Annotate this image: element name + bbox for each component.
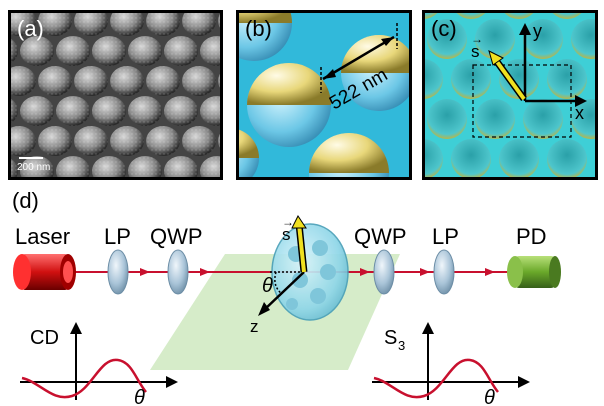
s3-curve xyxy=(373,358,499,399)
scale-bar xyxy=(19,157,43,159)
s3-subscript: 3 xyxy=(398,338,405,353)
sphere-1 xyxy=(247,63,331,147)
panel-c-top-view: y x s → (c) xyxy=(422,10,598,180)
lp-left-optic xyxy=(107,249,129,295)
cd-plot: CD θ xyxy=(20,322,178,406)
nanocup xyxy=(425,139,443,177)
lp-right-optic xyxy=(433,249,455,295)
nanocup xyxy=(499,139,539,177)
nanocup xyxy=(504,13,534,19)
sample-disk xyxy=(271,223,349,321)
panel-b-render: 522 nm (b) xyxy=(236,10,412,180)
sem-particles xyxy=(11,13,220,177)
panel-a-label: (a) xyxy=(17,16,44,41)
nanocup xyxy=(475,19,515,59)
s3-label: S xyxy=(384,327,397,349)
laser-label: Laser xyxy=(15,224,70,249)
panel-d-label: (d) xyxy=(12,188,39,213)
sphere-render: 522 nm xyxy=(239,13,409,177)
nanocup xyxy=(523,19,563,59)
pd-label: PD xyxy=(516,224,547,249)
nanocup xyxy=(451,59,491,99)
theta-label: θ xyxy=(262,275,273,297)
nanocup xyxy=(427,19,467,59)
top-view-render: y x s → xyxy=(425,13,595,177)
qwp-left-label: QWP xyxy=(150,224,203,249)
z-axis xyxy=(263,271,305,311)
sphere-4 xyxy=(309,133,389,177)
nanocup xyxy=(571,99,595,139)
laser-source xyxy=(13,254,76,290)
panel-d-setup: θ z s → Laser LP QWP QWP LP PD (d) xyxy=(0,182,604,406)
nanocup xyxy=(425,59,443,99)
setup-diagram: θ z s → Laser LP QWP QWP LP PD (d) xyxy=(12,188,561,406)
period-arrow xyxy=(322,35,395,81)
nanocup xyxy=(499,59,539,99)
panel-a-sem-image: (a) 200 nm xyxy=(8,10,223,180)
qwp-left-optic xyxy=(167,249,189,295)
cd-theta-label: θ xyxy=(134,387,145,406)
nanocup xyxy=(451,139,491,177)
nanocup xyxy=(425,13,438,19)
nanocup xyxy=(456,13,486,19)
s-vector-sample xyxy=(291,215,308,273)
nanocup xyxy=(552,13,582,19)
svg-text:→: → xyxy=(471,32,483,46)
lp-left-label: LP xyxy=(104,224,131,249)
nanocup xyxy=(475,99,515,139)
qwp-right-optic xyxy=(373,249,395,295)
x-axis-label: x xyxy=(575,103,584,123)
nanocup xyxy=(571,19,595,59)
cd-curve xyxy=(21,358,147,399)
y-axis-label: y xyxy=(533,21,542,41)
sphere-5 xyxy=(239,129,259,177)
s-vector-label: s xyxy=(471,42,480,61)
nanocup xyxy=(523,99,563,139)
nanocup xyxy=(427,99,467,139)
s3-plot: S 3 θ xyxy=(372,322,530,406)
panel-b-label: (b) xyxy=(245,16,272,41)
lp-right-label: LP xyxy=(432,224,459,249)
z-axis-label: z xyxy=(250,317,259,336)
nanocup xyxy=(547,59,587,99)
s-vector-arrow xyxy=(488,50,527,102)
photodetector xyxy=(507,256,561,288)
nanocup xyxy=(547,139,587,177)
qwp-right-label: QWP xyxy=(354,224,407,249)
svg-text:→: → xyxy=(282,215,294,229)
s-vector-sample-label: s xyxy=(282,225,291,244)
sphere-2 xyxy=(341,35,409,111)
sphere-3 xyxy=(239,13,292,61)
panel-c-label: (c) xyxy=(431,16,457,41)
scale-bar-label: 200 nm xyxy=(17,162,51,173)
s3-theta-label: θ xyxy=(484,387,495,406)
cd-label: CD xyxy=(30,327,59,349)
